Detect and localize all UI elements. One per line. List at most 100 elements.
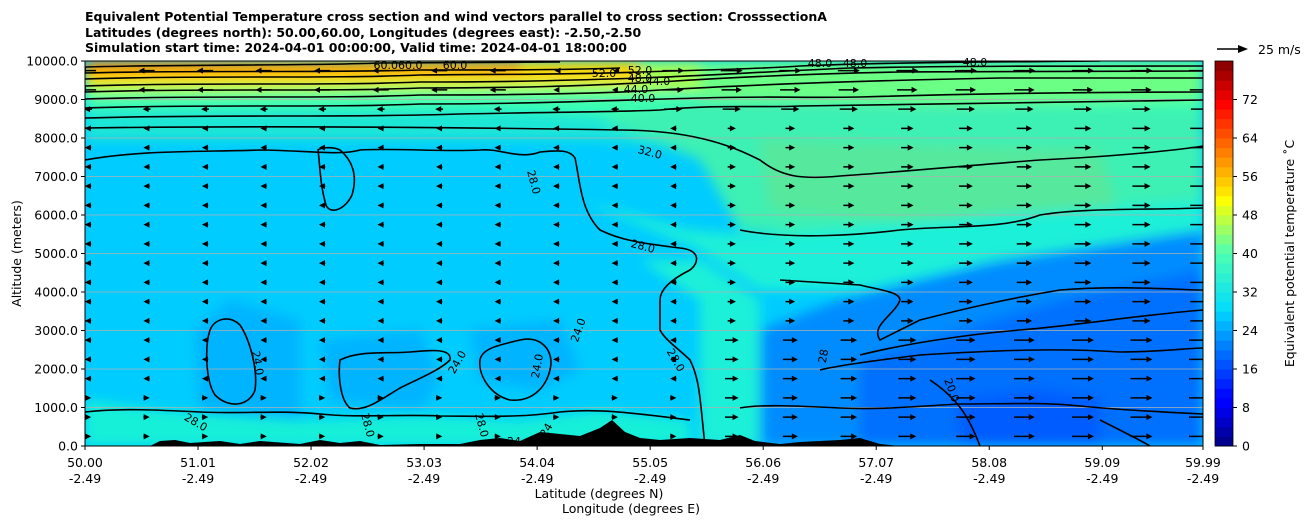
wind-arrow (958, 317, 973, 324)
wind-vectors (85, 67, 1203, 440)
wind-arrow (255, 67, 272, 74)
wind-arrow (720, 67, 743, 74)
wind-arrow (143, 298, 150, 305)
wind-arrow (260, 240, 267, 247)
wind-arrow (670, 317, 677, 324)
wind-arrow (201, 144, 209, 151)
colorbar-segment (1215, 205, 1233, 216)
wind-arrow (722, 106, 741, 113)
colorbar-segment (1215, 359, 1233, 370)
wind-arrow (377, 279, 384, 286)
colorbar-segment (1215, 388, 1233, 399)
colorbar-segment (1215, 349, 1233, 360)
wind-arrow (553, 260, 560, 267)
wind-arrow (1016, 260, 1033, 267)
wind-arrow (260, 279, 267, 286)
wind-arrow (318, 106, 327, 113)
wind-arrow (494, 433, 501, 440)
contour-label: 48.0 (843, 57, 868, 70)
wind-arrow (494, 375, 501, 382)
wind-arrow (260, 298, 267, 305)
colorbar-segment (1215, 89, 1233, 100)
x-tick-label-lon: -2.49 (295, 471, 327, 486)
wind-arrow (1132, 221, 1151, 228)
wind-arrow (956, 337, 976, 344)
wind-arrow (843, 317, 855, 324)
wind-arrow (143, 202, 150, 209)
wind-arrow (318, 298, 326, 305)
wind-arrow (431, 67, 448, 74)
wind-arrow (494, 356, 501, 363)
wind-arrow (1189, 397, 1203, 399)
wind-arrow (143, 144, 150, 151)
wind-arrow (901, 221, 914, 228)
wind-arrow (901, 144, 914, 151)
wind-arrow (724, 356, 739, 363)
x-tick-label: 59.09 (1084, 455, 1120, 470)
wind-arrow (1132, 317, 1151, 324)
y-axis-label: Altitude (meters) (9, 200, 24, 307)
wind-arrow (838, 86, 860, 93)
wind-arrow (318, 125, 326, 132)
contour-label: 28 (816, 348, 831, 364)
wind-arrow (377, 144, 384, 151)
wind-arrow (1190, 320, 1203, 322)
wind-arrow (1074, 202, 1092, 209)
wind-arrow (143, 240, 150, 247)
wind-arrow (1132, 106, 1151, 113)
wind-arrow (436, 337, 443, 344)
wind-arrow (1190, 185, 1203, 187)
wind-arrow (727, 221, 736, 228)
wind-arrow (260, 356, 267, 363)
wind-arrow (843, 202, 855, 209)
wind-arrow (85, 298, 92, 305)
wind-arrow (843, 125, 855, 132)
wind-arrow (1016, 183, 1033, 190)
wind-arrow (1016, 317, 1033, 324)
wind-arrow (1014, 337, 1035, 344)
wind-arrow (782, 337, 798, 344)
contour-label: 48.0 (963, 56, 988, 69)
wind-arrow (670, 433, 677, 440)
wind-arrow (611, 240, 618, 247)
wind-arrow (377, 394, 384, 401)
wind-arrow (1130, 337, 1153, 344)
wind-arrow (785, 202, 796, 209)
wind-arrow (1190, 243, 1203, 245)
wind-arrow (201, 394, 209, 401)
contour-label: 52.0 (628, 64, 653, 77)
y-tick-label: 5000.0 (34, 246, 78, 261)
x-tick-label: 58.08 (971, 455, 1007, 470)
wind-arrow (494, 260, 501, 267)
wind-arrow (1132, 125, 1151, 132)
y-axis: 0.0 1000.0 2000.0 3000.0 4000.0 5000.0 6000.0 7… (26, 54, 85, 454)
contour-label: 24 (537, 421, 555, 440)
wind-arrow (901, 125, 914, 132)
wind-arrow (260, 433, 267, 440)
wind-arrow (553, 414, 560, 421)
contour-label: 28.0 (358, 412, 377, 439)
wind-arrow (489, 86, 506, 93)
wind-arrow (843, 298, 855, 305)
wind-arrow (377, 163, 384, 170)
wind-arrow (436, 221, 443, 228)
wind-arrow (196, 86, 214, 93)
wind-arrow (1132, 279, 1151, 286)
contour-label: 28.0 (524, 169, 543, 196)
x-tick-label: 53.03 (406, 455, 442, 470)
title-line-2: Latitudes (degrees north): 50.00,60.00, … (85, 24, 642, 40)
x-tick-label: 57.07 (858, 455, 894, 470)
wind-arrow (785, 260, 796, 267)
contour-labels: 60.060.0 60.052.0 52.048.044.044.040.048.0… (182, 56, 987, 448)
x-tick-label: 55.05 (632, 455, 668, 470)
wind-arrow (318, 279, 326, 286)
wind-arrow (1014, 394, 1035, 401)
x-tick-label-lon: -2.49 (408, 471, 440, 486)
wind-arrow (260, 317, 267, 324)
wind-arrow (436, 240, 443, 247)
wind-arrow (670, 279, 677, 286)
colorbar-segment (1215, 176, 1233, 187)
wind-arrow (260, 375, 267, 382)
wind-arrow (143, 125, 150, 132)
contour-label: 32.0 (636, 143, 663, 162)
